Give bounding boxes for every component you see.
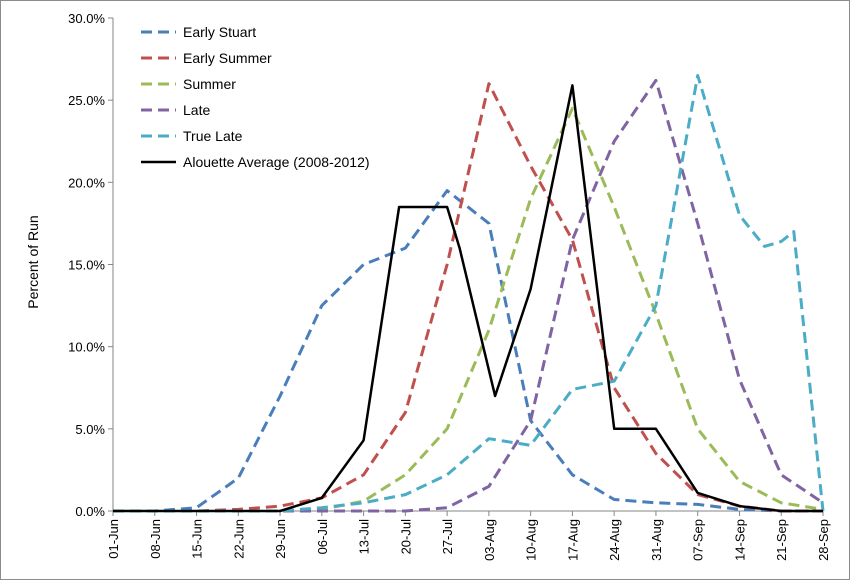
y-tick-label: 15.0% bbox=[68, 258, 105, 273]
y-tick-label: 25.0% bbox=[68, 93, 105, 108]
x-tick-label: 10-Aug bbox=[524, 519, 539, 561]
series-line-late bbox=[113, 78, 824, 513]
x-tick-label: 08-Jun bbox=[148, 519, 163, 559]
legend-label-summer: Summer bbox=[183, 76, 236, 92]
x-tick-label: 31-Aug bbox=[649, 519, 664, 561]
x-tick-label: 27-Jul bbox=[440, 519, 455, 555]
x-tick-label: 15-Jun bbox=[190, 519, 205, 559]
legend-label-early-summer: Early Summer bbox=[183, 50, 272, 66]
y-tick-label: 30.0% bbox=[68, 11, 105, 26]
y-tick-label: 20.0% bbox=[68, 175, 105, 190]
series-line-early-stuart bbox=[113, 189, 823, 513]
series-layer bbox=[113, 74, 825, 513]
legend-label-late: Late bbox=[183, 102, 210, 118]
legend: Early Stuart Early Summer Summer Late True L… bbox=[141, 24, 370, 170]
series-line-summer bbox=[113, 106, 824, 513]
x-tick-label: 07-Sep bbox=[691, 519, 706, 561]
x-tick-label: 28-Sep bbox=[816, 519, 831, 561]
x-tick-label: 06-Jul bbox=[315, 519, 330, 555]
x-tick-label: 24-Aug bbox=[607, 519, 622, 561]
axes: 0.0% 5.0% 10.0% 15.0% 20.0% 25.0% 30.0% 01-Jun 0… bbox=[68, 11, 831, 561]
y-tick-label: 5.0% bbox=[75, 422, 105, 437]
x-tick-label: 17-Aug bbox=[565, 519, 580, 561]
x-tick-label: 29-Jun bbox=[273, 519, 288, 559]
x-tick-label: 21-Sep bbox=[774, 519, 789, 561]
series-line-true-late bbox=[113, 74, 825, 513]
y-tick-label: 0.0% bbox=[75, 504, 105, 519]
legend-label-alouette-average-2008-2012: Alouette Average (2008-2012) bbox=[183, 154, 370, 170]
x-tick-label: 01-Jun bbox=[106, 519, 121, 559]
series-line-alouette-average-2008-2012 bbox=[113, 84, 823, 513]
x-tick-label: 22-Jun bbox=[231, 519, 246, 559]
x-tick-label: 13-Jul bbox=[357, 519, 372, 555]
x-tick-label: 03-Aug bbox=[482, 519, 497, 561]
x-tick-label: 20-Jul bbox=[398, 519, 413, 555]
y-tick-label: 10.0% bbox=[68, 340, 105, 355]
series-line-early-summer bbox=[113, 82, 823, 513]
x-tick-label: 14-Sep bbox=[732, 519, 747, 561]
legend-label-early-stuart: Early Stuart bbox=[183, 24, 256, 40]
legend-label-true-late: True Late bbox=[183, 128, 243, 144]
y-axis-title: Percent of Run bbox=[25, 215, 41, 308]
